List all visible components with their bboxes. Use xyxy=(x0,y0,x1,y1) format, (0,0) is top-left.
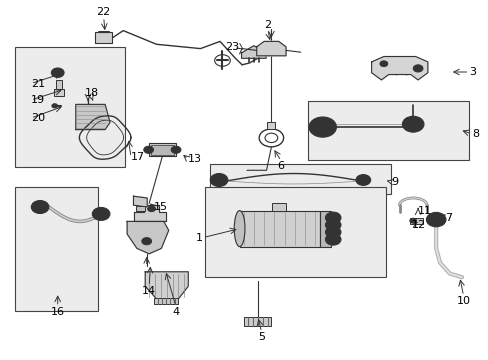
Bar xyxy=(56,80,61,89)
Polygon shape xyxy=(256,41,285,56)
Circle shape xyxy=(325,234,340,245)
Text: 7: 7 xyxy=(444,213,451,223)
Circle shape xyxy=(210,174,227,186)
Circle shape xyxy=(92,207,110,220)
Bar xyxy=(148,143,176,156)
Bar xyxy=(210,164,390,194)
Circle shape xyxy=(409,218,416,223)
Polygon shape xyxy=(134,205,166,221)
Circle shape xyxy=(320,125,325,129)
Bar xyxy=(267,122,275,129)
Text: 18: 18 xyxy=(85,88,99,98)
Circle shape xyxy=(355,175,370,185)
Text: 8: 8 xyxy=(471,129,478,139)
Ellipse shape xyxy=(234,211,244,247)
Circle shape xyxy=(412,65,422,72)
Bar xyxy=(136,206,144,211)
Circle shape xyxy=(379,61,387,67)
Circle shape xyxy=(402,116,423,132)
Bar xyxy=(15,47,124,167)
Bar xyxy=(320,211,330,247)
Text: 21: 21 xyxy=(31,78,45,89)
Circle shape xyxy=(171,146,181,153)
Polygon shape xyxy=(133,196,147,207)
Text: 5: 5 xyxy=(258,332,264,342)
Text: 20: 20 xyxy=(31,113,45,123)
Bar xyxy=(307,101,468,160)
Polygon shape xyxy=(127,221,168,254)
Circle shape xyxy=(31,201,49,213)
Bar xyxy=(154,298,178,304)
Text: 11: 11 xyxy=(417,206,431,216)
Text: 17: 17 xyxy=(131,152,145,162)
Bar xyxy=(54,89,63,96)
Polygon shape xyxy=(145,272,188,299)
Text: 12: 12 xyxy=(411,220,425,230)
Bar xyxy=(150,145,174,155)
Circle shape xyxy=(147,206,155,212)
Text: 1: 1 xyxy=(196,233,203,243)
Text: 13: 13 xyxy=(188,154,202,164)
Bar xyxy=(409,218,423,224)
Bar xyxy=(15,187,98,311)
Text: 14: 14 xyxy=(142,286,156,296)
Text: 22: 22 xyxy=(96,7,111,17)
Circle shape xyxy=(142,238,151,245)
Polygon shape xyxy=(241,46,265,58)
Text: 23: 23 xyxy=(225,42,239,52)
Text: 9: 9 xyxy=(390,177,398,187)
Circle shape xyxy=(143,146,153,153)
Bar xyxy=(205,187,386,277)
Bar xyxy=(95,32,112,43)
Bar xyxy=(239,211,320,247)
Text: 16: 16 xyxy=(51,307,64,317)
Text: 15: 15 xyxy=(154,202,168,212)
Circle shape xyxy=(308,117,336,137)
Circle shape xyxy=(52,104,58,108)
Polygon shape xyxy=(371,57,427,80)
Text: 3: 3 xyxy=(468,67,475,77)
Circle shape xyxy=(410,123,414,126)
Circle shape xyxy=(51,68,64,77)
Polygon shape xyxy=(76,104,110,130)
Bar xyxy=(244,317,271,326)
Bar xyxy=(271,203,285,211)
Text: 19: 19 xyxy=(31,95,45,105)
Text: 6: 6 xyxy=(277,161,284,171)
Circle shape xyxy=(325,219,340,231)
Circle shape xyxy=(325,212,340,224)
Circle shape xyxy=(325,226,340,238)
Text: 10: 10 xyxy=(456,296,469,306)
Text: 4: 4 xyxy=(172,307,179,317)
Circle shape xyxy=(426,212,445,227)
Text: 2: 2 xyxy=(264,19,271,30)
